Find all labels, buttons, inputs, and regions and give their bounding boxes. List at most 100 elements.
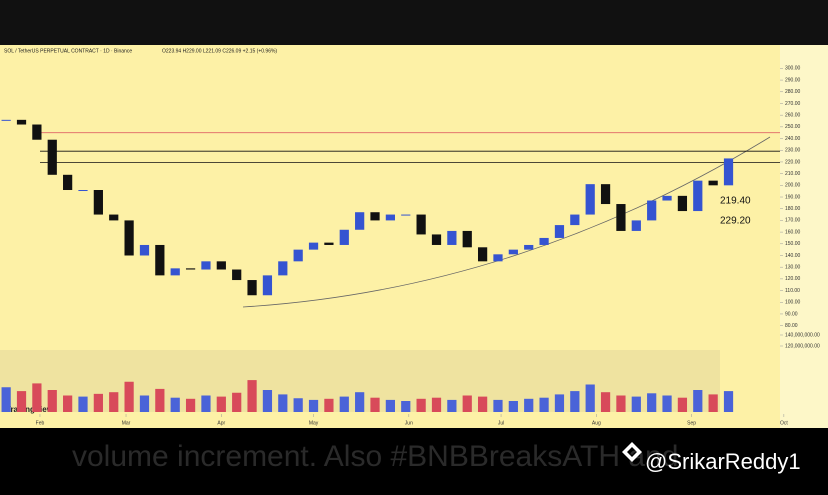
- volume-bar: [247, 380, 257, 412]
- candle: [662, 195, 672, 201]
- candle: [32, 124, 42, 140]
- candle: [16, 119, 27, 125]
- x-tick-label: Sep: [687, 420, 696, 426]
- candle: [324, 242, 334, 245]
- candle: [431, 234, 442, 245]
- volume-bar: [232, 392, 242, 412]
- candle: [339, 229, 349, 245]
- volume-bar: [723, 391, 734, 412]
- volume-bar: [1, 387, 11, 412]
- volume-bar: [201, 395, 211, 412]
- volume-bar: [78, 396, 88, 412]
- candle: [647, 200, 657, 221]
- y-tick-label: 230.00: [785, 148, 801, 154]
- volume-bar: [16, 391, 27, 412]
- y-tick-label: 120.00: [785, 276, 801, 282]
- y-tick-label: 110.00: [785, 288, 800, 294]
- y-tick-label: 190.00: [785, 194, 801, 200]
- y-tick-label: 100.00: [785, 300, 801, 306]
- y-tick-label: 170.00: [785, 218, 801, 224]
- candle: [247, 280, 257, 296]
- handle: @SrikarReddy1: [645, 449, 801, 474]
- candle: [508, 249, 518, 255]
- y-tick-label: 270.00: [785, 101, 801, 107]
- x-tick-label: Feb: [36, 420, 45, 426]
- volume-bar: [109, 392, 119, 412]
- candle: [477, 247, 488, 262]
- candle: [631, 220, 641, 231]
- candle: [447, 230, 457, 245]
- volume-bar: [308, 399, 319, 412]
- candle: [63, 174, 73, 191]
- y-tick-label: 210.00: [785, 171, 801, 177]
- ohlc: O223.94 H229.00 L221.09 C226.09 +2.15 (+…: [162, 48, 277, 54]
- candle: [232, 269, 242, 281]
- volume-bar: [385, 399, 395, 412]
- candle: [78, 190, 88, 192]
- volume-bar: [539, 397, 549, 412]
- volume-bar: [47, 390, 57, 412]
- y-tick-label: 90.00: [785, 311, 798, 317]
- y-tick-label: 150.00: [785, 241, 801, 247]
- volume-bar: [570, 391, 580, 412]
- candle: [693, 180, 703, 212]
- candle: [493, 254, 503, 262]
- volume-bar: [662, 395, 672, 412]
- y-tick-label: 300.00: [785, 66, 801, 72]
- price-axis-bg: [780, 45, 828, 428]
- candle: [1, 119, 11, 121]
- candle: [93, 190, 103, 215]
- candle: [47, 139, 57, 175]
- candle: [139, 244, 150, 256]
- volume-bar: [139, 395, 150, 412]
- caption: volume increment. Also #BNBBreaksATH and: [72, 440, 678, 473]
- y-tick-label: 200.00: [785, 183, 801, 189]
- volume-bar: [631, 396, 641, 412]
- x-tick-label: Aug: [592, 420, 601, 426]
- candle: [554, 225, 565, 238]
- x-tick-label: Apr: [217, 420, 225, 426]
- volume-bar: [370, 397, 380, 412]
- volume-bar: [493, 399, 503, 412]
- volume-bar: [416, 398, 426, 412]
- candle: [185, 268, 196, 270]
- volume-bar: [63, 395, 73, 412]
- candle: [539, 237, 549, 245]
- diamond-icon: [622, 442, 642, 462]
- volume-bar: [355, 392, 365, 412]
- x-tick-label: Mar: [122, 420, 131, 426]
- y-tick-label: 250.00: [785, 124, 801, 130]
- volume-bar: [447, 399, 457, 412]
- volume-bar: [339, 396, 349, 412]
- candle: [278, 261, 288, 276]
- y2-tick-label: 140,000,000.00: [785, 332, 820, 338]
- volume-bar: [708, 394, 718, 412]
- volume-bar: [431, 397, 442, 412]
- annotation: 229.20: [720, 216, 751, 227]
- volume-bar: [293, 398, 303, 412]
- y-tick-label: 160.00: [785, 229, 801, 235]
- x-tick-label: Jun: [405, 420, 413, 426]
- volume-bar: [677, 397, 688, 412]
- volume-bar: [524, 398, 534, 412]
- y-tick-label: 130.00: [785, 265, 801, 271]
- volume-bar: [32, 383, 42, 412]
- candle: [616, 204, 626, 231]
- candle: [401, 214, 411, 216]
- top-band: [0, 0, 828, 45]
- volume-bar: [262, 390, 273, 412]
- candle: [170, 268, 180, 276]
- candle: [262, 275, 273, 296]
- volume-bar: [185, 398, 196, 412]
- candle: [216, 261, 226, 270]
- y-tick-label: 180.00: [785, 206, 801, 212]
- candle: [585, 184, 595, 215]
- candle: [124, 220, 134, 256]
- volume-bar: [508, 401, 518, 412]
- volume-bar: [324, 398, 334, 412]
- candle: [355, 212, 365, 230]
- logo: TradingView: [6, 405, 54, 414]
- volume-bar: [693, 390, 703, 412]
- volume-bar: [554, 394, 565, 412]
- volume-bar: [278, 394, 288, 412]
